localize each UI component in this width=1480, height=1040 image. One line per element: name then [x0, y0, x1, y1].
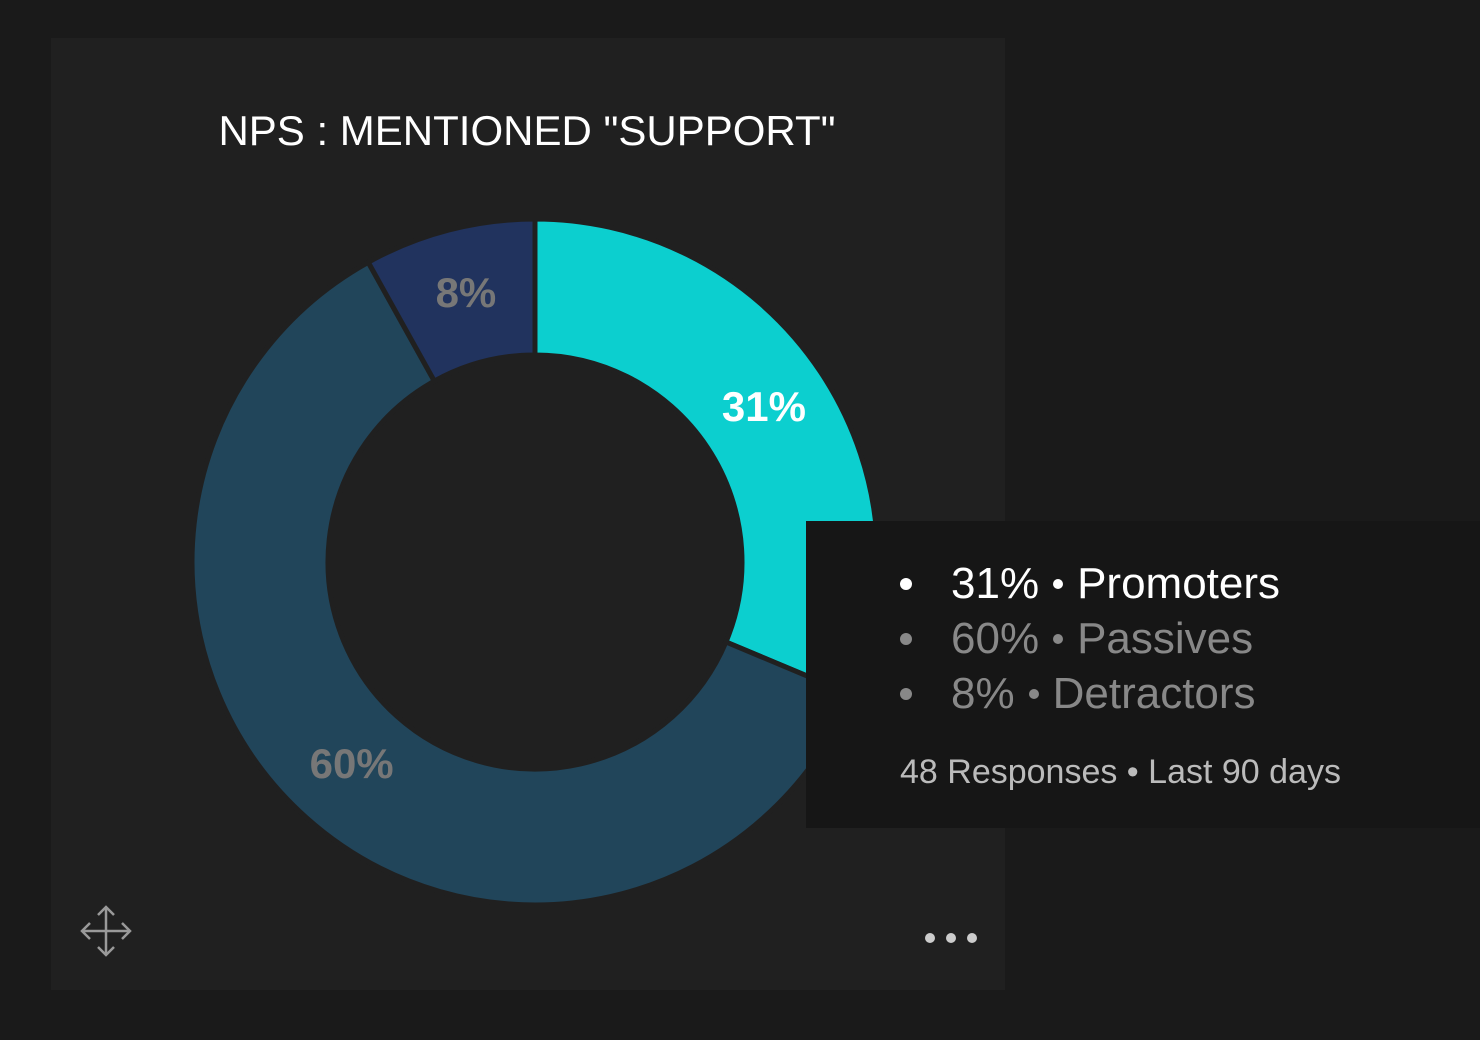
legend-value: 60%: [951, 614, 1040, 663]
slice-label: 8%: [436, 269, 497, 316]
legend-separator: [1053, 634, 1064, 644]
tooltip: 48 Responses • Last 90 days 31% Promoters…: [806, 521, 1480, 828]
legend-value: 8%: [951, 669, 1015, 718]
tooltip-footer: 48 Responses • Last 90 days: [900, 753, 1341, 791]
legend-entry: 60% Passives: [900, 612, 1254, 666]
legend-separator: [1028, 689, 1039, 699]
more-menu[interactable]: [925, 933, 977, 943]
legend-label: Passives: [1077, 614, 1254, 663]
slice-label: 31%: [722, 383, 806, 430]
chart-title: NPS : MENTIONED "SUPPORT": [218, 107, 835, 154]
legend-separator: [1053, 579, 1064, 589]
legend-label: Detractors: [1052, 669, 1256, 718]
legend-bullet: [900, 688, 912, 700]
legend-value: 31%: [951, 559, 1040, 608]
donut-slice: [364, 216, 538, 385]
legend-entry: 31% Promoters: [900, 557, 1281, 611]
legend-label: Promoters: [1077, 559, 1281, 608]
donut-slice: [189, 258, 855, 908]
legend-entry: 8% Detractors: [900, 667, 1256, 721]
legend-bullet: [900, 578, 912, 590]
legend-bullet: [900, 633, 912, 645]
move-icon[interactable]: [80, 905, 132, 957]
slice-label: 60%: [310, 740, 394, 787]
